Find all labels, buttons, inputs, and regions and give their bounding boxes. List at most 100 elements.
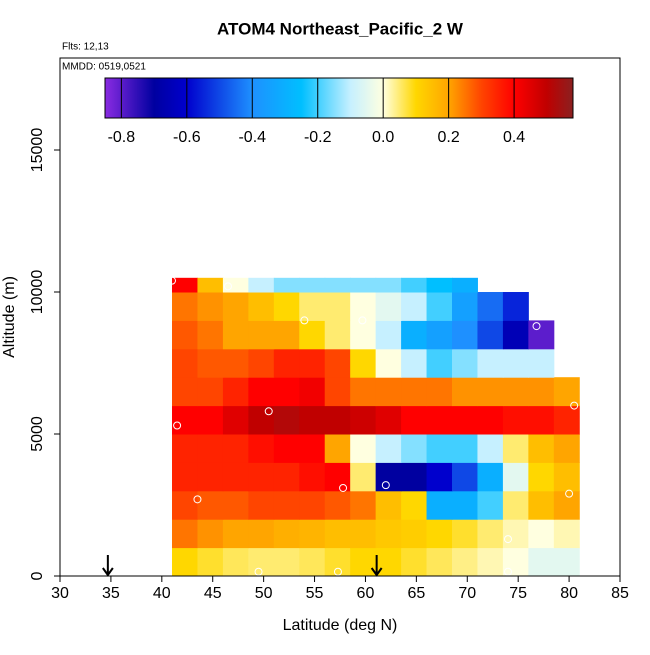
heat-cell [197,377,224,407]
sample-point [565,489,574,498]
heat-cell [426,519,453,549]
y-axis-label: Altitude (m) [1,276,18,358]
heat-cell [350,277,377,293]
heat-cell [375,434,402,463]
heat-cell [375,277,402,293]
heat-cell [426,277,453,293]
heat-cell [324,277,351,293]
heat-cell [401,490,428,520]
heat-cell [197,434,224,463]
heat-cell [197,277,224,293]
heat-cell [553,490,580,520]
heat-cell [273,547,300,577]
colorbar-tick-label: -0.8 [108,129,136,146]
heat-cell [222,434,249,463]
heat-cell [502,348,529,378]
colorbar-tick-label: -0.6 [173,129,201,146]
annotation: MMDD: 0519,0521 [62,62,146,73]
heat-cell [172,405,198,435]
heat-cell [324,292,351,321]
sample-point [358,316,367,325]
heat-cell [248,434,275,463]
heat-cell [452,320,478,350]
heat-cell [273,405,300,435]
colorbar [104,77,574,119]
heat-cell [299,547,326,577]
heat-cell [197,320,224,350]
x-tick-label: 70 [458,585,476,602]
heat-cell [528,519,555,549]
heat-cell [248,377,275,407]
sample-point [339,483,348,492]
heat-cell [528,547,555,577]
x-axis-label: Latitude (deg N) [283,617,398,634]
heat-cell [273,519,300,549]
heat-cell [528,434,555,463]
heat-cell [172,320,198,350]
heat-cell [452,277,478,293]
heat-cell [324,490,351,520]
heat-cell [324,320,351,350]
heat-cell [553,405,580,435]
heat-cell [222,405,249,435]
heat-cell [350,405,377,435]
heat-cell [324,519,351,549]
heat-cell [350,547,377,577]
heat-cell [172,292,198,321]
x-tick-label: 65 [407,585,425,602]
sample-point [381,481,390,490]
heat-cell [528,320,555,350]
heat-cell [248,320,275,350]
x-tick-label: 45 [204,585,222,602]
heat-cell [502,377,529,407]
colorbar-tick-label: 0.0 [372,129,394,146]
sample-point [504,567,512,576]
colorbar-tick-label: -0.4 [238,129,266,146]
heat-cell [528,377,555,407]
heat-cell [350,320,377,350]
heat-cell [502,519,529,549]
heat-cell [350,462,377,492]
heat-cell [197,519,224,549]
heat-cell [350,519,377,549]
heat-cell [426,547,453,577]
heat-cell [502,405,529,435]
heat-cell [528,348,555,378]
heat-cell [426,405,453,435]
heat-cell [299,377,326,407]
heat-cell [502,434,529,463]
heat-cell [222,462,249,492]
heat-cell [222,348,249,378]
heat-cell [197,462,224,492]
heat-cell [350,377,377,407]
heat-cell [426,292,453,321]
heat-cell [452,490,478,520]
heat-cell [273,377,300,407]
heat-cell [350,434,377,463]
arrow [102,555,114,577]
heat-cell [375,320,402,350]
heat-cell [477,292,504,321]
sample-point [532,322,541,331]
heat-cell [172,377,198,407]
heat-cell [401,320,428,350]
heat-cell [248,348,275,378]
heat-cell [401,462,428,492]
x-tick-label: 75 [509,585,527,602]
x-tick-label: 35 [102,585,120,602]
heat-cell [426,462,453,492]
heat-cell [477,547,504,577]
heat-cell [273,462,300,492]
heat-cell [375,377,402,407]
heat-cell [477,348,504,378]
heat-cell [273,292,300,321]
chart-title: ATOM4 Northeast_Pacific_2 W [217,19,464,38]
heat-cell [477,434,504,463]
heat-cell [553,547,580,577]
heat-cell [350,490,377,520]
heat-cell [477,490,504,520]
heat-cell [502,462,529,492]
heat-cell [222,490,249,520]
heat-cell [401,547,428,577]
heat-cell [172,462,198,492]
